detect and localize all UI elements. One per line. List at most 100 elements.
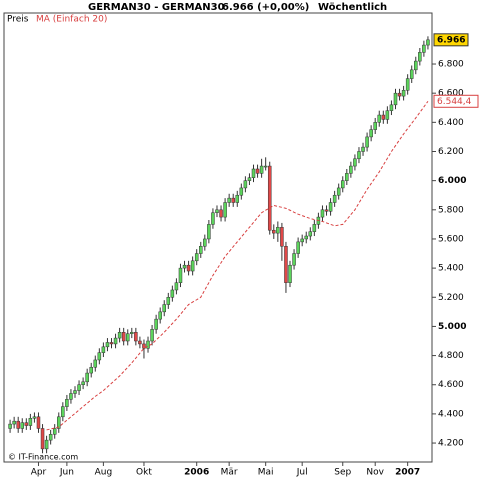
last-value-box — [433, 94, 479, 108]
candle-body — [401, 90, 406, 97]
candle-body — [280, 227, 284, 247]
candle-body — [361, 146, 365, 152]
candle-body — [130, 332, 134, 334]
candle-body — [332, 194, 337, 203]
candle-body — [393, 92, 398, 106]
candle-body — [389, 104, 394, 111]
y-tick-label: 5.400 — [438, 264, 464, 274]
candle-body — [369, 129, 373, 138]
candle-body — [36, 416, 41, 429]
candle-body — [300, 238, 304, 243]
candle-body — [186, 264, 191, 272]
candle-body — [125, 333, 130, 342]
candle-body — [259, 165, 264, 174]
y-tick-label: 6.400 — [438, 118, 464, 128]
candle-body — [166, 297, 171, 305]
candle-body — [170, 289, 175, 298]
last-value-label: 6.544,4 — [437, 97, 472, 107]
candle-body — [276, 227, 280, 234]
candle-body — [308, 231, 313, 237]
x-tick-label: Nov — [366, 468, 384, 478]
x-tick-label: Okt — [136, 468, 152, 478]
candle-body — [61, 406, 65, 418]
candle-body — [243, 180, 248, 189]
candle-body — [381, 114, 386, 120]
candle-body — [44, 439, 49, 450]
candle-body — [101, 346, 106, 353]
candle-body — [162, 304, 166, 313]
plot-frame — [3, 12, 433, 463]
candle-body — [65, 399, 69, 407]
candle-body — [24, 422, 29, 426]
candle-body — [409, 69, 414, 79]
candle-body — [426, 39, 430, 46]
candle-body — [194, 253, 199, 262]
y-tick-label: 6.200 — [438, 147, 464, 157]
candle-body — [48, 434, 53, 441]
candle-body — [272, 229, 276, 234]
y-tick-label: 5.000 — [438, 322, 466, 332]
candle-body — [134, 332, 138, 342]
candle-body — [231, 197, 235, 203]
candle-body — [117, 332, 122, 339]
candle-body — [340, 180, 345, 189]
y-tick-label: 4.400 — [438, 409, 464, 419]
candle-body — [320, 209, 325, 218]
last-value-label: 6.966 — [437, 35, 465, 45]
candle-body — [357, 151, 361, 160]
candle-body — [150, 329, 154, 342]
candle-body — [32, 416, 37, 419]
candle-body — [365, 136, 369, 148]
candle-body — [105, 342, 110, 348]
y-tick-label: 4.600 — [438, 380, 464, 390]
candle-body — [85, 372, 89, 383]
candle-body — [418, 52, 422, 62]
candle-body — [20, 422, 25, 429]
footer: © IT-Finance.com — [8, 453, 78, 462]
candle-body — [267, 165, 272, 231]
candle-body — [215, 209, 219, 213]
candle-body — [97, 352, 102, 361]
candle-body — [89, 366, 93, 374]
candle-body — [223, 202, 227, 218]
last-value-box — [433, 33, 469, 47]
candle-body — [296, 241, 300, 254]
x-tick-label: Jul — [296, 468, 308, 478]
candle-body — [158, 311, 162, 320]
y-tick-label: 4.200 — [438, 439, 464, 449]
x-tick-label: 2007 — [395, 468, 420, 478]
candle-body — [349, 165, 353, 174]
candle-body — [373, 122, 377, 130]
candle-body — [28, 418, 33, 426]
y-tick-label: 6.800 — [438, 60, 464, 70]
chart-title: GERMAN30 - GERMAN30 — [88, 2, 225, 13]
candle-body — [292, 253, 296, 266]
y-tick-label: 6.000 — [438, 176, 466, 186]
x-tick-label: Mär — [221, 468, 238, 478]
y-tick-label: 5.800 — [438, 205, 464, 215]
y-tick-label: 5.200 — [438, 293, 464, 303]
candle-body — [235, 194, 240, 203]
x-tick-label: Apr — [31, 468, 47, 478]
candle-body — [138, 340, 142, 345]
candle-body — [219, 209, 223, 218]
candle-body — [57, 416, 61, 429]
candle-body — [284, 245, 288, 283]
candle-body — [12, 420, 16, 425]
candle-body — [414, 60, 418, 71]
y-tick-label: 5.600 — [438, 234, 464, 244]
x-tick-label: Jun — [59, 468, 74, 478]
y-tick-label: 6.600 — [438, 89, 464, 99]
legend-entry: MA (Einfach 20) — [36, 15, 107, 25]
candle-body — [353, 158, 357, 167]
candle-body — [304, 235, 308, 240]
candle-body — [422, 44, 426, 53]
candle-body — [142, 343, 146, 349]
candle-body — [263, 165, 268, 168]
legend-entry: Preis — [7, 15, 29, 25]
quote: 6.966 (+0,00%) — [222, 2, 309, 13]
candle-body — [16, 420, 20, 429]
candle-body — [345, 173, 349, 181]
candle-body — [203, 238, 207, 247]
